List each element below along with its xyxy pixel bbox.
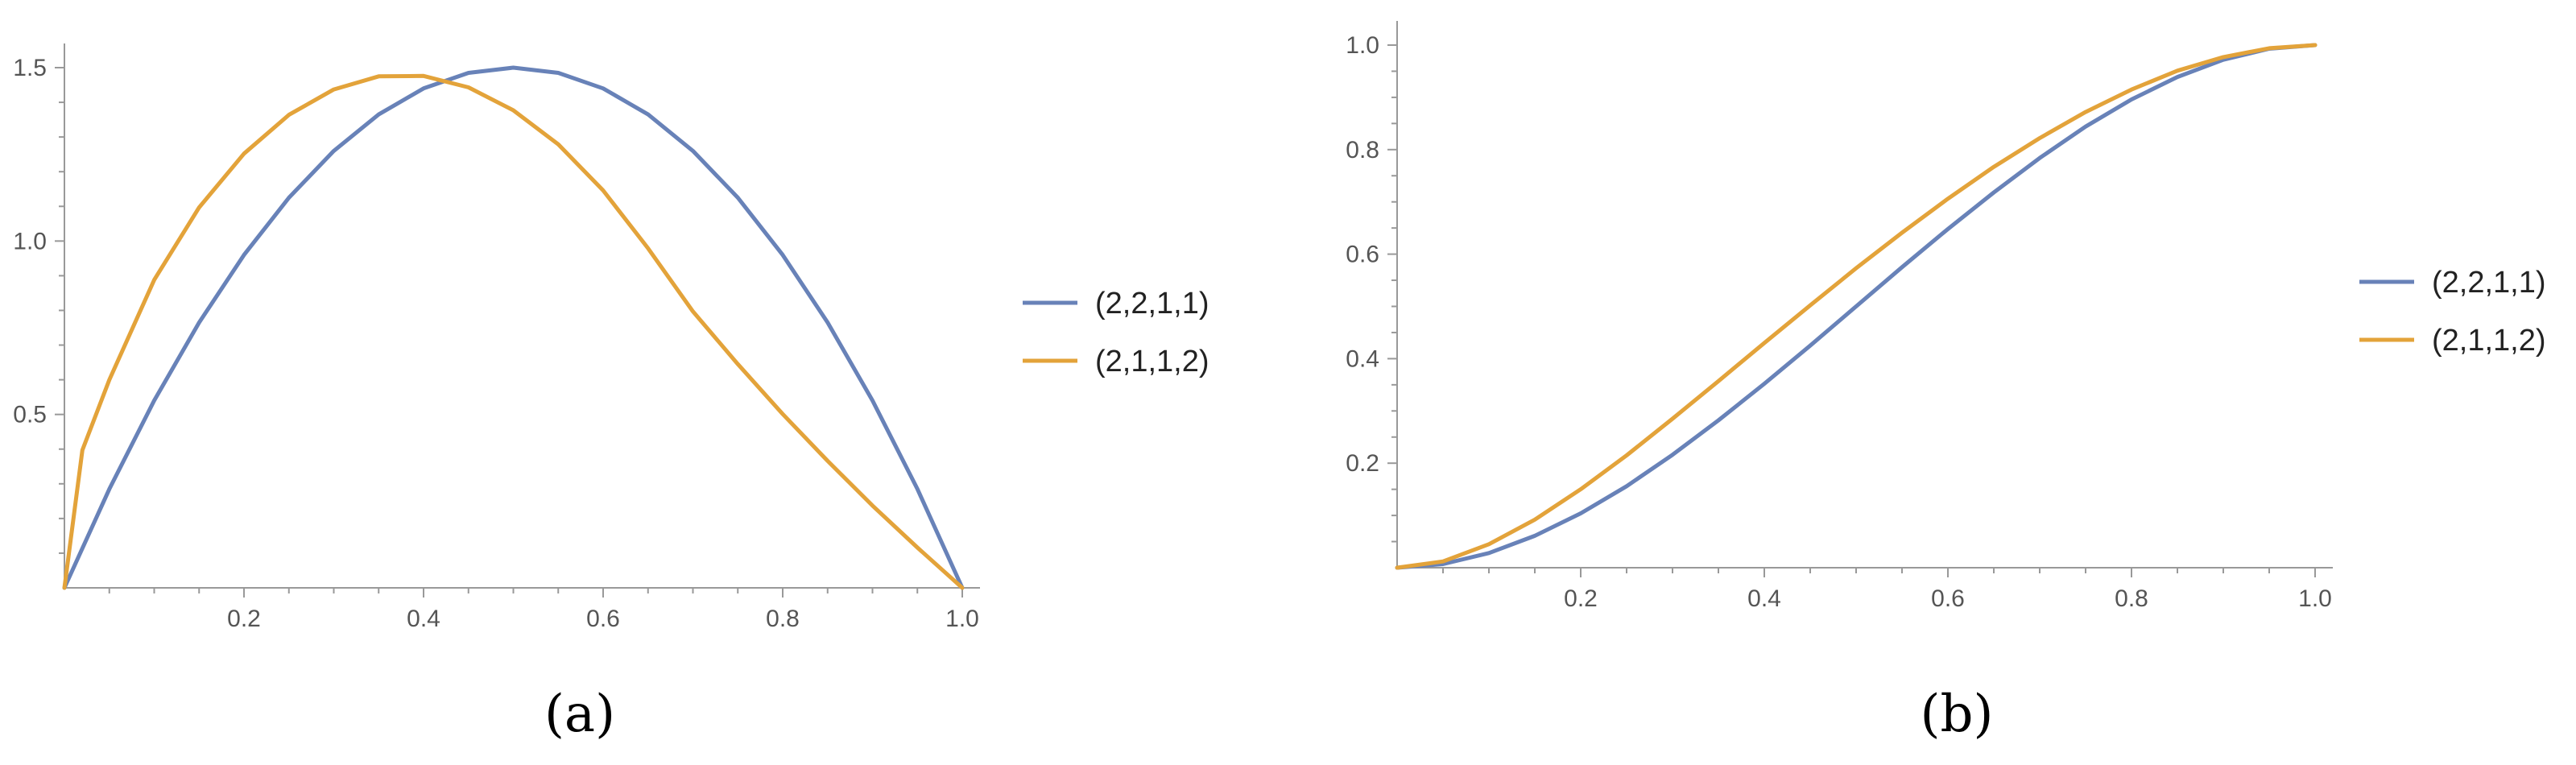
chart-a-legend-label-1: (2,1,1,2): [1095, 345, 1209, 378]
chart-a-panel-label: (a): [544, 684, 615, 744]
chart-a-series-line-1: [62, 73, 965, 590]
chart-b: 0.2 0.4 0.6 0.8 1.0 0.2 0.4 0.6 0.8 1.0 (2,2,1,1)…: [1346, 21, 2546, 744]
chart-a-x-tick-label: 0.4: [407, 606, 440, 632]
chart-b-panel-label: (b): [1921, 684, 1994, 744]
chart-b-y-tick-label: 0.4: [1346, 345, 1379, 372]
chart-a-x-tick-label: 0.2: [227, 606, 261, 632]
chart-b-series-line-0: [1395, 43, 2318, 570]
chart-b-series-line-1: [1395, 43, 2318, 570]
chart-b-x-tick-label: 0.4: [1747, 585, 1781, 612]
chart-a-x-tick-label: 0.8: [766, 606, 800, 632]
chart-b-legend-label-1: (2,1,1,2): [2432, 324, 2546, 358]
chart-b-y-tick-label: 0.6: [1346, 242, 1379, 268]
chart-a-y-tick-label: 0.5: [13, 402, 47, 428]
chart-a-y-tick-label: 1.0: [13, 228, 47, 254]
chart-a: 0.2 0.4 0.6 0.8 1.0 0.5 1.0 1.5 (2,2,1,1) (2,1,1…: [13, 43, 1209, 744]
chart-a-x-tick-label: 0.6: [586, 606, 620, 632]
chart-a-x-tick-label: 1.0: [945, 606, 979, 632]
chart-a-y-tick-label: 1.5: [13, 55, 47, 81]
chart-b-y-tick-label: 1.0: [1346, 32, 1379, 59]
chart-b-y-tick-label: 0.8: [1346, 137, 1379, 163]
chart-b-legend: (2,2,1,1) (2,1,1,2): [2359, 266, 2546, 358]
chart-a-series-line-0: [62, 65, 965, 590]
chart-a-legend-label-0: (2,2,1,1): [1095, 287, 1209, 320]
chart-b-x-tick-label: 0.8: [2115, 585, 2148, 612]
chart-a-plot-area: 0.2 0.4 0.6 0.8 1.0 0.5 1.0 1.5: [13, 43, 980, 632]
chart-b-x-tick-label: 0.2: [1564, 585, 1598, 612]
chart-b-plot-area: 0.2 0.4 0.6 0.8 1.0 0.2 0.4 0.6 0.8 1.0: [1346, 21, 2333, 612]
chart-b-x-tick-label: 0.6: [1931, 585, 1965, 612]
chart-b-y-tick-label: 0.2: [1346, 450, 1379, 477]
chart-b-legend-label-0: (2,2,1,1): [2432, 266, 2546, 300]
chart-a-legend: (2,2,1,1) (2,1,1,2): [1023, 287, 1209, 378]
chart-b-x-tick-label: 1.0: [2298, 585, 2332, 612]
